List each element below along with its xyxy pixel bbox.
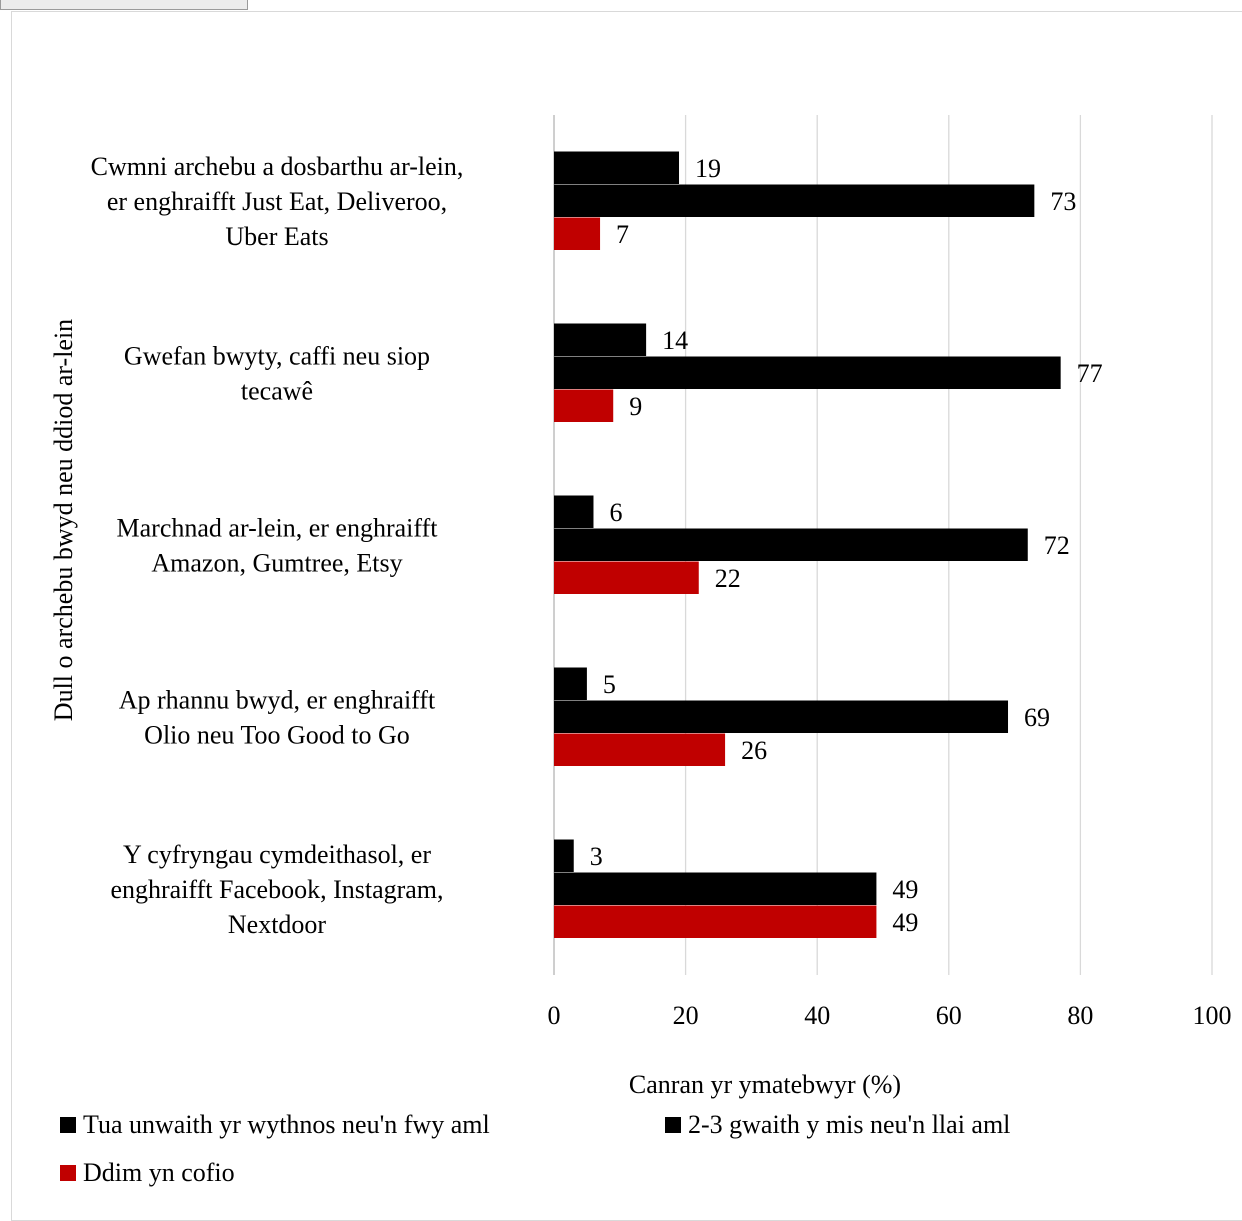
x-tick-label: 60 — [936, 1001, 962, 1030]
bar — [554, 733, 726, 766]
category-label: Y cyfryngau cymdeithasol, er enghraifft F… — [110, 840, 443, 939]
x-tick-label: 40 — [804, 1001, 830, 1030]
legend-swatch — [60, 1117, 76, 1133]
x-tick-label: 0 — [548, 1001, 561, 1030]
x-tick-labels: 0 20 40 60 80 100 — [548, 1001, 1232, 1030]
bar — [554, 356, 1061, 389]
data-label: 49 — [892, 875, 918, 904]
data-label: 49 — [892, 908, 918, 937]
legend-item-weekly: Tua unwaith yr wythnos neu'n fwy aml — [60, 1110, 490, 1140]
data-label: 3 — [590, 842, 603, 871]
data-label: 19 — [695, 154, 721, 183]
bar — [554, 528, 1028, 561]
data-label: 7 — [616, 220, 629, 249]
bar — [554, 323, 647, 356]
data-label: 9 — [629, 392, 642, 421]
bar — [554, 905, 877, 938]
bar — [554, 184, 1035, 217]
category-label: Cwmni archebu a dosbarthu ar-lein, er eng… — [91, 152, 464, 251]
data-label: 14 — [662, 326, 688, 355]
bar — [554, 151, 680, 184]
data-label: 6 — [609, 498, 622, 527]
bar — [554, 667, 587, 700]
y-axis-label: Dull o archebu bwyd neu ddiod ar-lein — [49, 319, 78, 721]
category-label: Ap rhannu bwyd, er enghraifft Olio neu To… — [119, 686, 436, 750]
data-label: 73 — [1050, 187, 1076, 216]
data-label: 69 — [1024, 703, 1050, 732]
legend-label: 2-3 gwaith y mis neu'n llai aml — [688, 1110, 1011, 1139]
data-label: 26 — [741, 736, 767, 765]
x-axis-label: Canran yr ymatebwyr (%) — [629, 1070, 901, 1099]
bar — [554, 872, 877, 905]
data-label: 22 — [715, 564, 741, 593]
x-tick-label: 20 — [673, 1001, 699, 1030]
bar — [554, 700, 1009, 733]
legend-swatch — [60, 1165, 76, 1181]
legend-swatch — [665, 1117, 681, 1133]
legend-label: Ddim yn cofio — [83, 1158, 235, 1187]
data-label: 72 — [1044, 531, 1070, 560]
bars — [554, 151, 1061, 938]
category-label: Gwefan bwyty, caffi neu siop tecawê — [124, 342, 430, 406]
legend-item-monthly: 2-3 gwaith y mis neu'n llai aml — [665, 1110, 1010, 1140]
bar — [554, 389, 614, 422]
legend-item-dont-remember: Ddim yn cofio — [60, 1158, 235, 1188]
data-label: 77 — [1077, 359, 1103, 388]
bar — [554, 839, 574, 872]
tab-stub — [0, 0, 248, 10]
bar — [554, 217, 601, 250]
bar — [554, 495, 594, 528]
legend-label: Tua unwaith yr wythnos neu'n fwy aml — [83, 1110, 490, 1139]
x-tick-label: 100 — [1193, 1001, 1232, 1030]
x-tick-label: 80 — [1067, 1001, 1093, 1030]
category-labels: Cwmni archebu a dosbarthu ar-lein, er eng… — [91, 152, 464, 939]
category-label: Marchnad ar-lein, er enghraifft Amazon, G… — [117, 514, 439, 578]
data-labels: 19 73 7 14 77 9 6 72 22 5 69 26 3 49 49 — [590, 154, 1103, 937]
bar — [554, 561, 699, 594]
data-label: 5 — [603, 670, 616, 699]
